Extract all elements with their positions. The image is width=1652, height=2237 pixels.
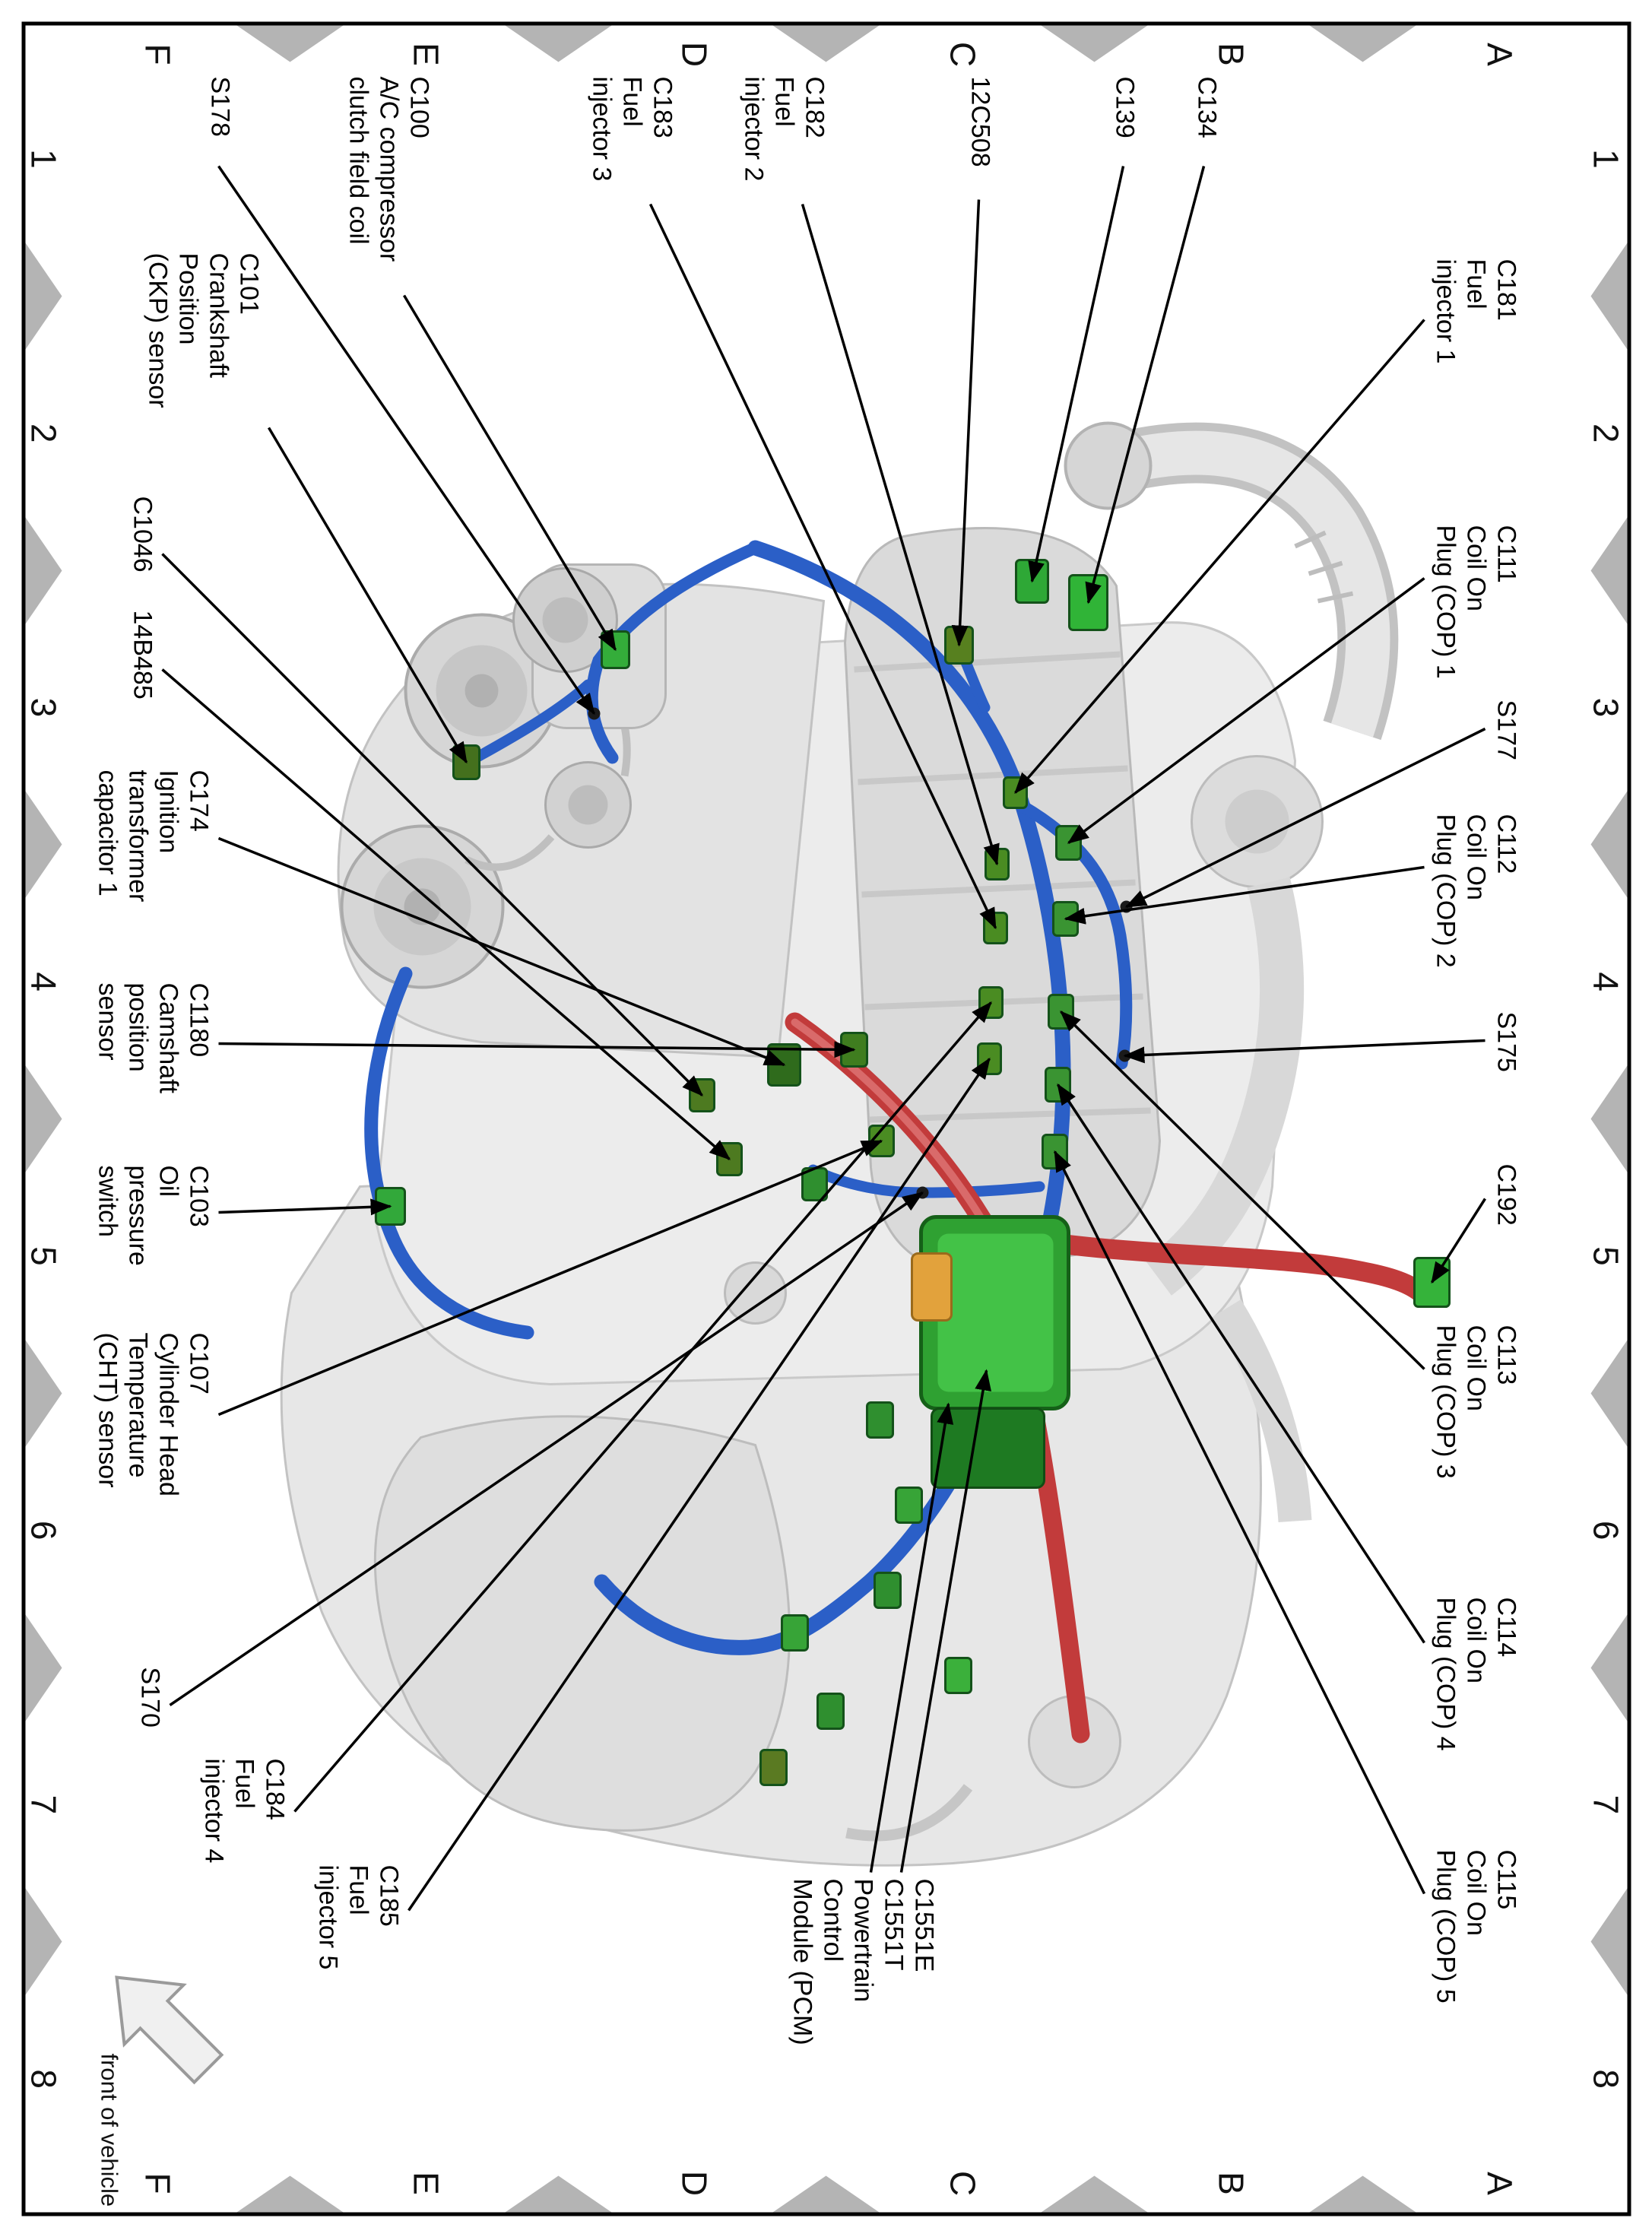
blue-harness-lower xyxy=(363,966,534,1339)
leader-line-C1046 xyxy=(160,552,703,1096)
leader-line-C113 xyxy=(1059,1010,1425,1370)
leader-line-C114 xyxy=(1056,1083,1425,1643)
leader-line-S177 xyxy=(1124,727,1486,908)
callout-C113: C113 Coil On Plug (COP) 3 xyxy=(1430,1325,1520,1479)
leader-line-S170 xyxy=(169,1191,924,1706)
leader-line-S178 xyxy=(217,165,595,715)
callout-C192: C192 xyxy=(1492,1163,1520,1226)
leader-line-C115 xyxy=(1053,1150,1425,1894)
leader-line-C1551 xyxy=(899,1369,991,1873)
leader-line-C103 xyxy=(217,1198,392,1215)
leader-line-14B485 xyxy=(160,668,731,1160)
callout-C112: C112 Coil On Plug (COP) 2 xyxy=(1430,814,1520,968)
callout-C111: C111 Coil On Plug (COP) 1 xyxy=(1430,525,1520,679)
front-of-vehicle-arrow xyxy=(114,1975,224,2084)
leader-line-C1551 xyxy=(869,1402,953,1873)
callout-C182: C182 Fuel injector 2 xyxy=(738,76,829,181)
leader-line-12C508 xyxy=(951,198,980,646)
leader-line-C101 xyxy=(267,427,468,763)
leader-line-C182 xyxy=(801,203,1000,865)
callout-C181: C181 Fuel injector 1 xyxy=(1430,259,1520,363)
leader-line-C174 xyxy=(217,836,785,1066)
leader-line-C181 xyxy=(1013,318,1425,794)
callout-S175: S175 xyxy=(1492,1011,1520,1072)
callout-C185: C185 Fuel injector 5 xyxy=(312,1864,403,1969)
leader-lines xyxy=(160,165,1486,1911)
callout-C103: C103 Oil pressure switch xyxy=(92,1165,213,1266)
callout-C101: C101 Crankshaft Position (CKP) sensor xyxy=(142,252,263,408)
callout-12C508: 12C508 xyxy=(966,76,994,167)
callout-C174: C174 Ignition transformer capacitor 1 xyxy=(92,769,213,902)
callout-C1551: C1551E C1551T Powertrain Control Module … xyxy=(787,1878,938,2045)
leader-line-C183 xyxy=(648,203,997,929)
callout-C184: C184 Fuel injector 4 xyxy=(198,1758,289,1863)
callout-S170: S170 xyxy=(135,1667,164,1728)
leader-line-S175 xyxy=(1123,1039,1486,1063)
leader-line-C112 xyxy=(1064,865,1425,925)
pcm-module xyxy=(910,1214,1070,1489)
callout-C134: C134 xyxy=(1192,76,1221,138)
red-hose-highlight xyxy=(791,1018,993,1236)
callout-C183: C183 Fuel injector 3 xyxy=(586,76,677,181)
callout-C114: C114 Coil On Plug (COP) 4 xyxy=(1430,1597,1520,1751)
callout-C115: C115 Coil On Plug (COP) 5 xyxy=(1430,1849,1520,2004)
leader-line-C134 xyxy=(1085,165,1205,604)
callout-S177: S177 xyxy=(1492,700,1520,760)
leader-line-C111 xyxy=(1067,576,1425,844)
leader-line-C184 xyxy=(293,1001,992,1813)
leader-line-C100 xyxy=(402,294,617,651)
callout-C107: C107 Cylinder Head Temperature (CHT) sen… xyxy=(92,1332,213,1496)
callout-14B485: 14B485 xyxy=(128,610,157,700)
misc-connectors xyxy=(759,1166,972,1786)
callout-S178: S178 xyxy=(205,76,234,137)
leader-line-C185 xyxy=(407,1057,991,1911)
callout-C1046: C1046 xyxy=(128,496,157,573)
leader-line-C139 xyxy=(1027,165,1124,582)
callout-C1180: C1180 Camshaft position sensor xyxy=(92,982,213,1093)
leader-line-C1180 xyxy=(217,1040,855,1058)
callout-C100: C100 A/C compressor clutch field coil xyxy=(343,76,433,262)
callout-C139: C139 xyxy=(1110,76,1139,138)
leader-line-C107 xyxy=(217,1139,883,1416)
leader-line-C192 xyxy=(1430,1198,1486,1283)
front-of-vehicle-label: front of vehicle xyxy=(96,2053,122,2207)
